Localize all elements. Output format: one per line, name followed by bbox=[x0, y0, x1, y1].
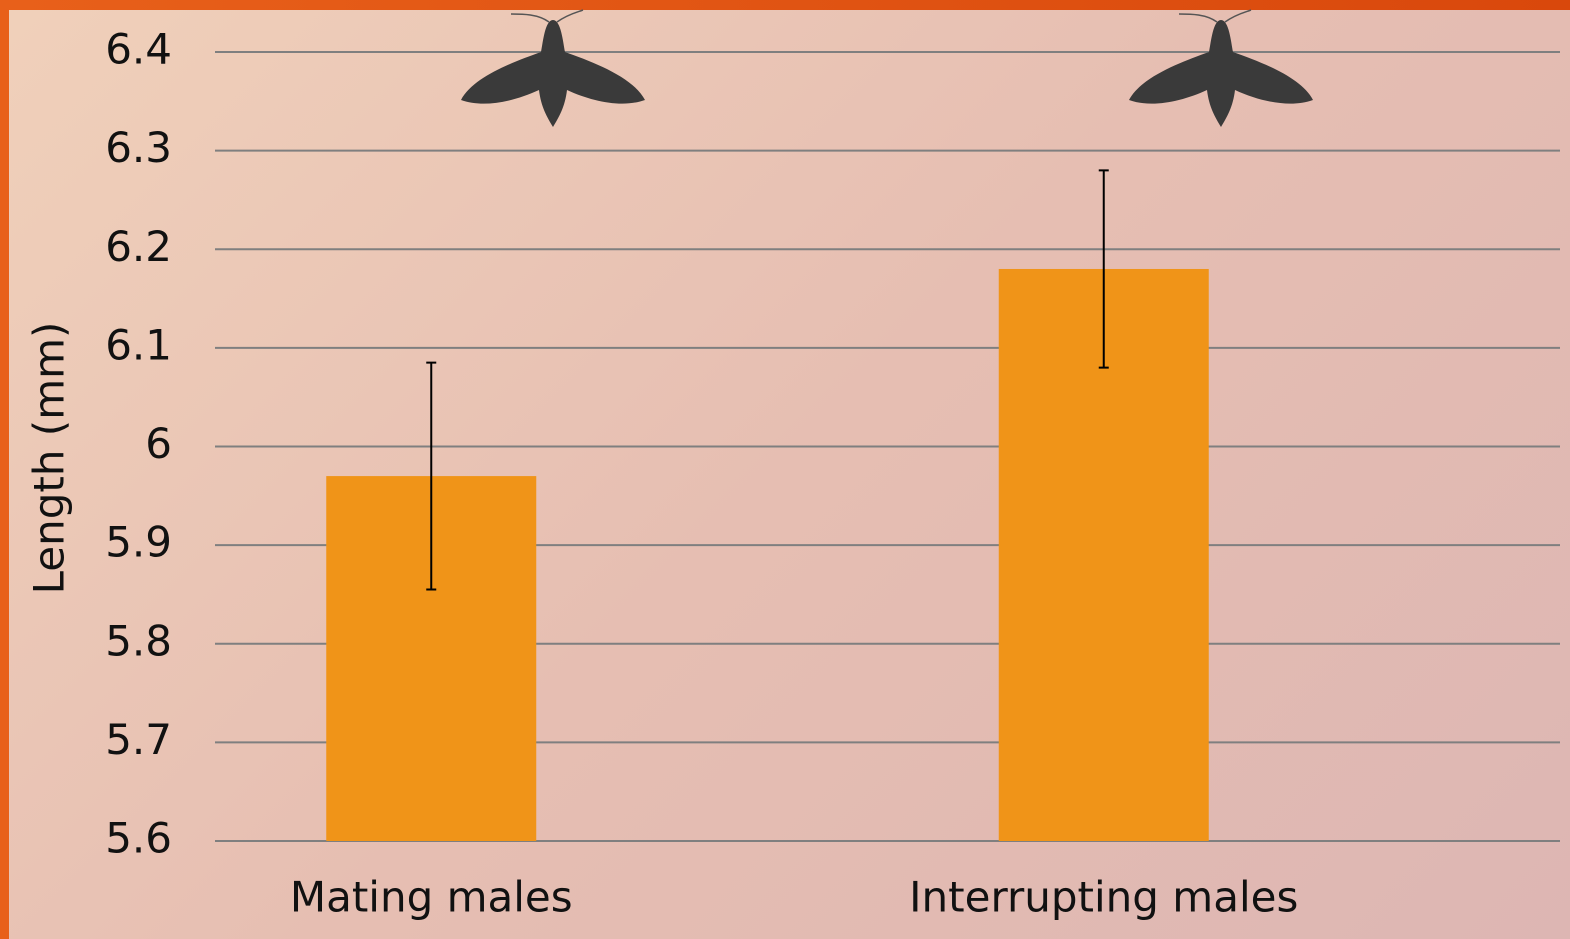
moth-icon bbox=[461, 10, 645, 127]
x-tick-label: Mating males bbox=[290, 873, 573, 922]
y-tick-label: 6.3 bbox=[105, 123, 172, 172]
y-tick-label: 6.1 bbox=[105, 320, 172, 369]
y-tick-label: 5.6 bbox=[105, 814, 172, 863]
y-tick-label: 6 bbox=[145, 419, 172, 468]
moth-icon bbox=[1129, 10, 1313, 127]
y-tick-label: 5.9 bbox=[105, 518, 172, 567]
y-tick-label: 6.4 bbox=[105, 25, 172, 74]
moth-icons bbox=[461, 10, 1313, 127]
y-tick-label: 6.2 bbox=[105, 222, 172, 271]
y-axis-label: Length (mm) bbox=[25, 322, 74, 595]
chart: 5.6 5.7 5.8 5.9 6 6.1 6.2 6.3 6.4 Mating males Int… bbox=[0, 0, 1570, 939]
x-tick-label: Interrupting males bbox=[909, 873, 1298, 922]
y-tick-label: 5.7 bbox=[105, 715, 172, 764]
y-tick-label: 5.8 bbox=[105, 616, 172, 665]
